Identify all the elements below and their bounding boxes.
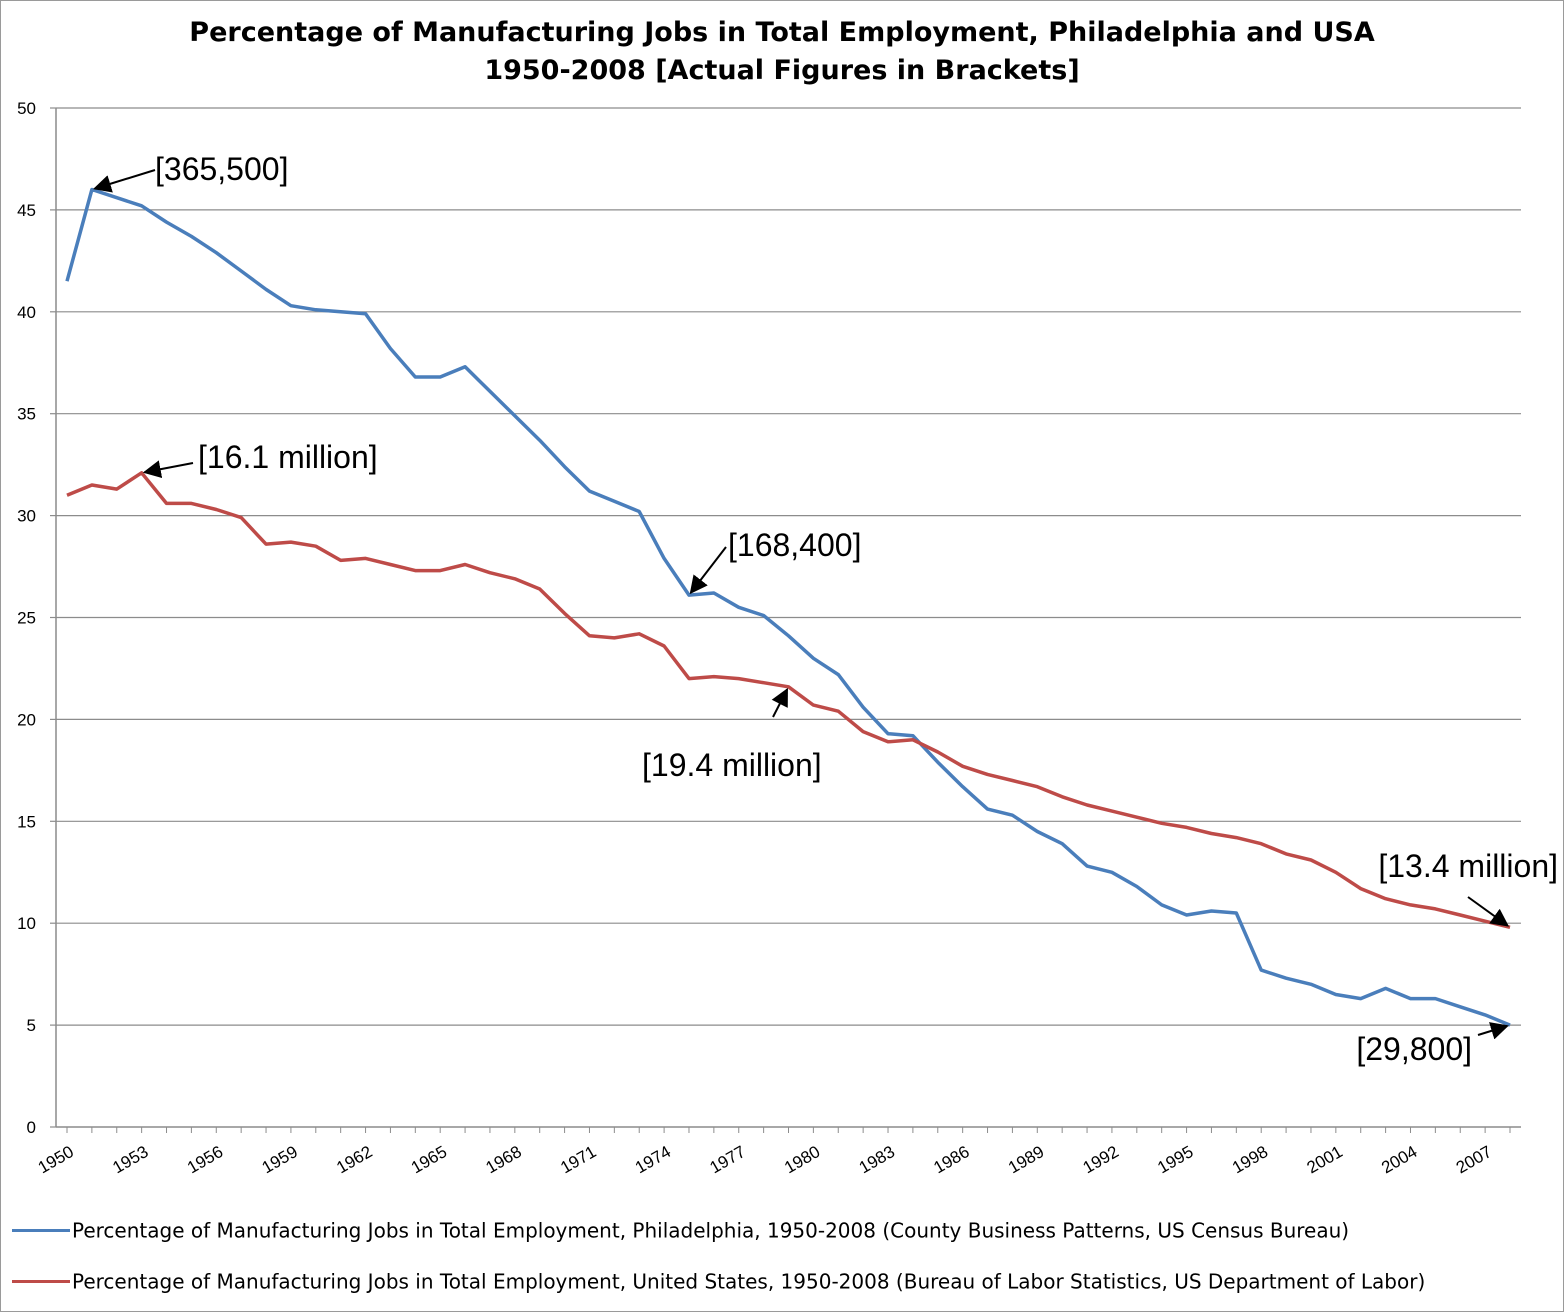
legend-item-philadelphia: Percentage of Manufacturing Jobs in Tota… (12, 1217, 1349, 1243)
y-tick-label: 30 (17, 507, 36, 526)
legend-label-philadelphia: Percentage of Manufacturing Jobs in Tota… (72, 1218, 1350, 1243)
x-tick-label: 1971 (557, 1142, 599, 1177)
x-tick-label: 1998 (1229, 1142, 1271, 1177)
x-tick-label: 2004 (1378, 1142, 1420, 1177)
x-tick-label: 1959 (259, 1142, 301, 1177)
x-tick-labels: 1950 1953 1956 1959 1962 1965 1968 1971 1974 1977… (35, 1142, 1495, 1177)
annotation-label: [16.1 million] (198, 439, 378, 475)
x-tick-label: 1965 (408, 1142, 450, 1177)
x-tick-label: 2007 (1453, 1142, 1495, 1177)
gridlines (56, 107, 1521, 1026)
annotation-label: [19.4 million] (642, 747, 822, 783)
annotation-label: [13.4 million] (1378, 848, 1558, 884)
annotation-arrow (1467, 896, 1510, 927)
legend-item-united-states: Percentage of Manufacturing Jobs in Tota… (12, 1268, 1425, 1294)
y-tick-label: 45 (17, 201, 36, 220)
x-tick-label: 1983 (856, 1142, 898, 1177)
y-tick-label: 40 (17, 303, 36, 322)
x-tick-label: 1986 (930, 1142, 972, 1177)
annotation-arrow (771, 687, 789, 718)
y-tick-label: 0 (27, 1118, 36, 1137)
x-tick-label: 2001 (1304, 1142, 1346, 1177)
chart-title-block: Percentage of Manufacturing Jobs in Tota… (0, 14, 1564, 90)
x-tick-label: 1968 (483, 1142, 525, 1177)
legend-swatch-united-states (12, 1280, 70, 1283)
y-tick-label: 20 (17, 710, 36, 729)
axes (50, 107, 1521, 1133)
x-tick-label: 1995 (1154, 1142, 1196, 1177)
annotation-arrow (93, 169, 156, 193)
y-tick-label: 35 (17, 405, 36, 424)
x-tick-label: 1950 (35, 1142, 77, 1177)
chart-subtitle: 1950-2008 [Actual Figures in Brackets] (484, 55, 1080, 86)
legend-label-united-states: Percentage of Manufacturing Jobs in Tota… (72, 1269, 1426, 1294)
annotation-arrow (1477, 1022, 1509, 1040)
annotation-arrow (689, 546, 727, 595)
x-tick-label: 1980 (781, 1142, 823, 1177)
y-tick-labels: 0 5 10 15 20 25 30 35 40 45 50 (17, 99, 36, 1137)
series-lines (65, 187, 1511, 1027)
y-tick-label: 10 (17, 914, 36, 933)
x-tick-label: 1962 (333, 1142, 375, 1177)
legend-swatch-philadelphia (12, 1229, 70, 1232)
chart-title: Percentage of Manufacturing Jobs in Tota… (189, 17, 1375, 48)
x-tick-label: 1974 (632, 1142, 674, 1177)
y-tick-label: 25 (17, 609, 36, 628)
series-line-philadelphia (65, 187, 1511, 1027)
y-tick-label: 50 (17, 99, 36, 118)
annotations: [365,500] [168,400] [29,800] [16.1 million]… (93, 151, 1558, 1067)
x-tick-label: 1977 (706, 1142, 748, 1177)
annotation-label: [168,400] (728, 527, 861, 563)
annotation-arrow (142, 460, 194, 479)
x-tick-label: 1953 (109, 1142, 151, 1177)
x-tick-label: 1992 (1080, 1142, 1122, 1177)
x-tick-label: 1956 (184, 1142, 226, 1177)
annotation-label: [365,500] (155, 151, 288, 187)
annotation-label: [29,800] (1356, 1031, 1472, 1067)
series-line-united-states (66, 471, 1511, 929)
y-tick-label: 5 (27, 1016, 36, 1035)
x-tick-label: 1989 (1005, 1142, 1047, 1177)
y-tick-label: 15 (17, 812, 36, 831)
